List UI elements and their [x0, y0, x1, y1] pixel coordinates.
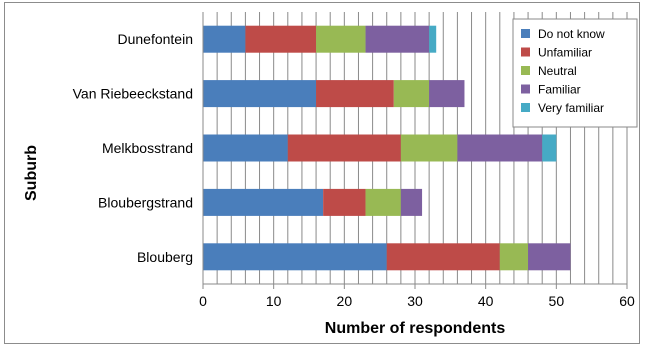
bar-segment — [245, 25, 317, 53]
bar-segment — [203, 80, 317, 108]
x-tick-label: 50 — [549, 293, 565, 309]
bar-segment — [429, 25, 437, 53]
bar-segment — [287, 134, 401, 162]
category-label: Dunefontein — [117, 31, 193, 47]
legend-swatch — [521, 103, 530, 112]
legend: Do not know Unfamiliar Neutral Familiar Very… — [512, 18, 638, 128]
bar-segment — [323, 188, 366, 216]
bar-segment — [203, 134, 288, 162]
bar-segment — [316, 80, 394, 108]
x-tick-label: 60 — [619, 293, 635, 309]
bar-segment — [203, 25, 246, 53]
legend-label: Very familiar — [538, 101, 604, 115]
bar-segment — [400, 188, 423, 216]
legend-label: Familiar — [538, 83, 581, 97]
bar-segment — [528, 243, 571, 271]
bar-segment — [365, 25, 430, 53]
x-axis-title: Number of respondents — [325, 320, 506, 337]
category-label: Van Riebeeckstand — [73, 86, 193, 102]
legend-label: Do not know — [538, 27, 605, 41]
category-label: Bloubergstrand — [98, 194, 193, 210]
bar-segment — [542, 134, 557, 162]
bar-segment — [393, 80, 430, 108]
x-tick-label: 30 — [407, 293, 423, 309]
category-label: Blouberg — [137, 249, 193, 265]
legend-label: Unfamiliar — [538, 46, 592, 60]
axis-labels: Dunefontein Van Riebeeckstand Melkbosstran… — [73, 31, 635, 309]
x-tick-label: 40 — [478, 293, 494, 309]
legend-label: Neutral — [538, 64, 577, 78]
x-tick-label: 10 — [266, 293, 282, 309]
x-tick-label: 0 — [199, 293, 207, 309]
legend-swatch — [521, 29, 530, 38]
x-tick-label: 20 — [337, 293, 353, 309]
bar-segment — [316, 25, 366, 53]
axes — [202, 12, 628, 289]
legend-swatch — [521, 84, 530, 94]
bar-segment — [499, 243, 529, 271]
bar-segment — [400, 134, 458, 162]
category-label: Melkbosstrand — [102, 140, 193, 156]
legend-box — [512, 18, 638, 128]
y-axis-title: Suburb — [23, 145, 40, 201]
bar-segment — [429, 80, 465, 108]
bar-segment — [386, 243, 500, 271]
bars — [203, 25, 571, 271]
bar-segment — [365, 188, 401, 216]
legend-swatch — [521, 47, 530, 57]
bar-segment — [457, 134, 543, 162]
bar-segment — [203, 243, 387, 271]
legend-swatch — [521, 66, 530, 75]
bar-segment — [203, 188, 324, 216]
